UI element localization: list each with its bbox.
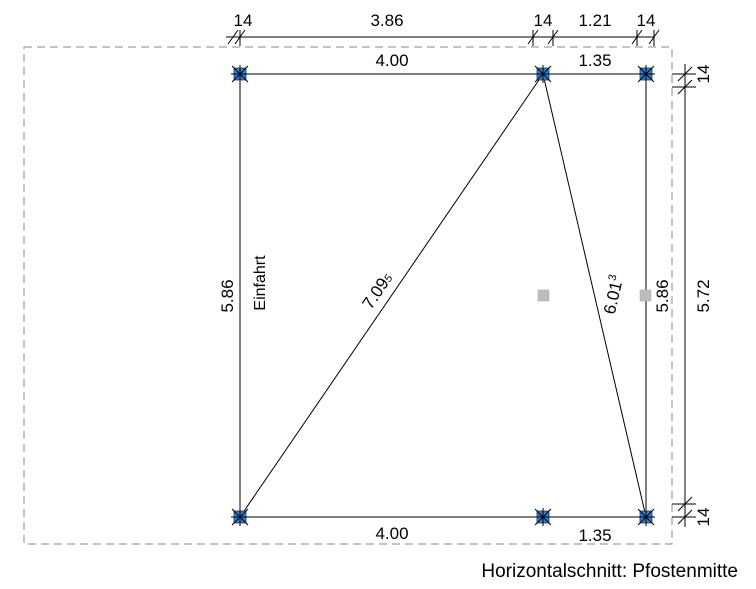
dim-left-height: 5.86 xyxy=(218,279,237,312)
dim-bottom-left: 4.00 xyxy=(375,524,408,543)
top-dimension-chain xyxy=(226,29,660,46)
diagonal-1 xyxy=(239,73,544,518)
post-bottom-middle xyxy=(534,508,552,526)
dim-diagonal-2-value: 6.01 xyxy=(600,279,626,316)
dim-diagonal-2-suffix: 3 xyxy=(606,273,619,282)
post-top-left xyxy=(231,65,249,83)
dim-right-bottom-small: 14 xyxy=(694,508,713,527)
dim-right-top-small: 14 xyxy=(694,65,713,84)
dim-right-inner-height: 5.86 xyxy=(653,279,672,312)
post-bottom-left xyxy=(231,508,249,526)
post-bottom-right xyxy=(637,508,655,526)
dim-top-5: 14 xyxy=(637,11,656,30)
marker-square xyxy=(639,289,652,302)
right-dimension-line xyxy=(672,64,696,527)
dim-top-inner-left: 4.00 xyxy=(375,51,408,70)
diagonal-2 xyxy=(542,73,647,518)
dim-diagonal-2: 6.013 xyxy=(599,273,627,316)
drawing-caption: Horizontalschnitt: Pfostenmitte xyxy=(481,561,738,582)
dim-top-2: 3.86 xyxy=(370,11,403,30)
dim-top-1: 14 xyxy=(234,11,253,30)
label-einfahrt: Einfahrt xyxy=(252,255,269,311)
dim-top-inner-right: 1.35 xyxy=(578,51,611,70)
dim-diagonal-1: 7.095 xyxy=(359,269,397,313)
post-top-right xyxy=(637,65,655,83)
post-top-middle xyxy=(534,65,552,83)
dim-top-3: 14 xyxy=(534,11,553,30)
marker-square xyxy=(537,289,550,302)
dashed-outline xyxy=(23,46,673,545)
dim-right-outer-height: 5.72 xyxy=(694,279,713,312)
dim-bottom-right: 1.35 xyxy=(578,526,611,545)
dim-top-4: 1.21 xyxy=(578,11,611,30)
